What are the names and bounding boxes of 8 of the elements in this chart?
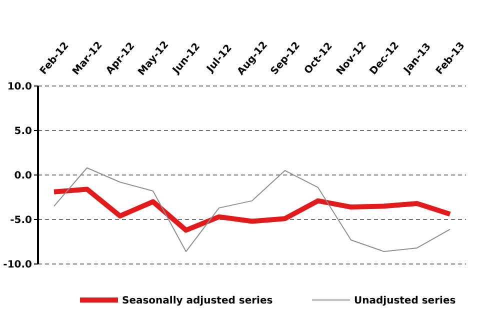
legend-label: Seasonally adjusted series [122,296,273,306]
y-tick-label: -10.0 [3,260,32,270]
y-tick-label: 5.0 [14,126,32,137]
y-tick-label: 0.0 [14,170,32,182]
line-series [54,167,450,252]
y-tick-label: 10.0 [7,82,32,92]
y-tick-label: -5.0 [10,215,32,226]
legend-label: Unadjusted series [354,296,456,306]
